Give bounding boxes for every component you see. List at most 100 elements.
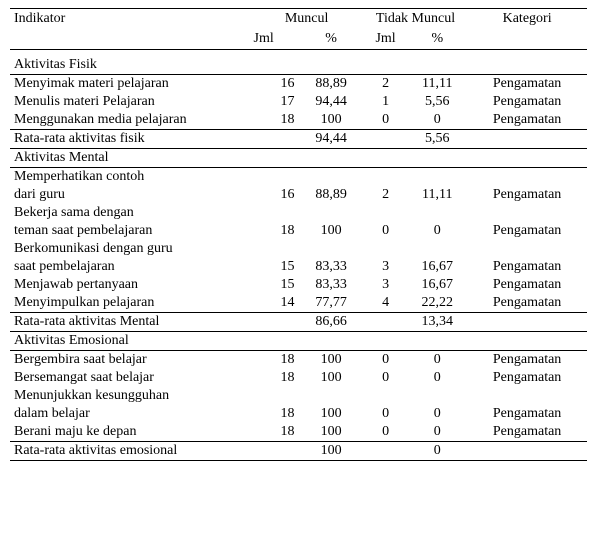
- header-jml-1: Jml: [250, 29, 299, 50]
- row-pct-tidak: 0: [407, 111, 467, 130]
- table-row: Menunjukkan kesungguhan: [10, 387, 587, 405]
- row-jml-tidak: 3: [364, 258, 408, 276]
- row-jml-tidak: 2: [364, 186, 408, 204]
- row-kategori: Pengamatan: [467, 258, 587, 276]
- header-kategori: Kategori: [467, 9, 587, 30]
- row-jml-muncul: 17: [250, 93, 299, 111]
- row-kategori: Pengamatan: [467, 423, 587, 442]
- row-label: Berani maju ke depan: [10, 423, 250, 442]
- row-jml-muncul: 18: [250, 423, 299, 442]
- row-jml-tidak: 4: [364, 294, 408, 313]
- average-row: Rata-rata aktivitas fisik 94,44 5,56: [10, 129, 587, 148]
- section-title-label: Aktivitas Mental: [10, 148, 587, 167]
- table-row: Berani maju ke depan1810000Pengamatan: [10, 423, 587, 442]
- avg-pct-tidak: 5,56: [407, 129, 467, 148]
- row-jml-tidak: 0: [364, 111, 408, 130]
- row-pct-muncul: 83,33: [298, 276, 363, 294]
- average-row: Rata-rata aktivitas emosional1000: [10, 441, 587, 460]
- row-jml-muncul: 14: [250, 294, 299, 313]
- row-pct-tidak: 11,11: [407, 74, 467, 93]
- table-row: Menyimpulkan pelajaran1477,77422,22Penga…: [10, 294, 587, 313]
- section-title-label: Aktivitas Fisik: [10, 56, 587, 75]
- row-label: saat pembelajaran: [10, 258, 250, 276]
- row-jml-muncul: 18: [250, 369, 299, 387]
- table-row: Bergembira saat belajar1810000Pengamatan: [10, 350, 587, 369]
- table-row: Menggunakan media pelajaran1810000Pengam…: [10, 111, 587, 130]
- row-pct-muncul: 94,44: [298, 93, 363, 111]
- table-row: dari guru1688,89211,11Pengamatan: [10, 186, 587, 204]
- row-jml-tidak: 0: [364, 423, 408, 442]
- row-kategori: Pengamatan: [467, 276, 587, 294]
- row-pct-tidak: 16,67: [407, 258, 467, 276]
- row-pct-tidak: 0: [407, 350, 467, 369]
- row-label: Bekerja sama dengan: [10, 204, 250, 222]
- row-jml-muncul: 15: [250, 276, 299, 294]
- row-label: Bersemangat saat belajar: [10, 369, 250, 387]
- row-label: Menyimpulkan pelajaran: [10, 294, 250, 313]
- section-title-label: Aktivitas Emosional: [10, 331, 587, 350]
- row-pct-tidak: 5,56: [407, 93, 467, 111]
- row-kategori: Pengamatan: [467, 222, 587, 240]
- row-pct-tidak: 16,67: [407, 276, 467, 294]
- table-row: teman saat pembelajaran1810000Pengamatan: [10, 222, 587, 240]
- avg-pct-muncul: 94,44: [298, 129, 363, 148]
- avg-pct-tidak: 0: [407, 441, 467, 460]
- row-jml-muncul: 18: [250, 111, 299, 130]
- table-row: dalam belajar1810000Pengamatan: [10, 405, 587, 423]
- row-jml-tidak: 0: [364, 222, 408, 240]
- avg-label: Rata-rata aktivitas emosional: [10, 441, 250, 460]
- table-row: Memperhatikan contoh: [10, 167, 587, 186]
- header-row-2: Jml % Jml %: [10, 29, 587, 50]
- row-label: Menggunakan media pelajaran: [10, 111, 250, 130]
- row-jml-muncul: 18: [250, 405, 299, 423]
- row-pct-tidak: 22,22: [407, 294, 467, 313]
- row-pct-muncul: 88,89: [298, 186, 363, 204]
- row-pct-muncul: 100: [298, 369, 363, 387]
- data-table: Indikator Muncul Tidak Muncul Kategori J…: [10, 8, 587, 461]
- section-title: Aktivitas Emosional: [10, 331, 587, 350]
- row-jml-muncul: 16: [250, 186, 299, 204]
- row-kategori: Pengamatan: [467, 74, 587, 93]
- table-row: Menulis materi Pelajaran1794,4415,56Peng…: [10, 93, 587, 111]
- row-pct-muncul: 100: [298, 423, 363, 442]
- row-jml-muncul: 18: [250, 350, 299, 369]
- header-muncul: Muncul: [250, 9, 364, 30]
- header-pct-2: %: [407, 29, 467, 50]
- table-row: Bersemangat saat belajar1810000Pengamata…: [10, 369, 587, 387]
- row-kategori: Pengamatan: [467, 93, 587, 111]
- avg-pct-muncul: 86,66: [298, 312, 363, 331]
- row-pct-tidak: 0: [407, 423, 467, 442]
- row-jml-tidak: 0: [364, 405, 408, 423]
- row-pct-muncul: 83,33: [298, 258, 363, 276]
- header-row-1: Indikator Muncul Tidak Muncul Kategori: [10, 9, 587, 30]
- row-jml-tidak: 0: [364, 350, 408, 369]
- row-pct-muncul: 100: [298, 111, 363, 130]
- avg-pct-tidak: 13,34: [407, 312, 467, 331]
- row-jml-tidak: 2: [364, 74, 408, 93]
- row-label: teman saat pembelajaran: [10, 222, 250, 240]
- table-row: Bekerja sama dengan: [10, 204, 587, 222]
- row-kategori: Pengamatan: [467, 186, 587, 204]
- table-row: Menyimak materi pelajaran1688,89211,11Pe…: [10, 74, 587, 93]
- table-row: saat pembelajaran1583,33316,67Pengamatan: [10, 258, 587, 276]
- row-pct-tidak: 11,11: [407, 186, 467, 204]
- header-pct-1: %: [298, 29, 363, 50]
- row-pct-tidak: 0: [407, 369, 467, 387]
- table-row: Berkomunikasi dengan guru: [10, 240, 587, 258]
- row-label: Menjawab pertanyaan: [10, 276, 250, 294]
- row-jml-muncul: 15: [250, 258, 299, 276]
- row-label: Menunjukkan kesungguhan: [10, 387, 250, 405]
- avg-label: Rata-rata aktivitas fisik: [10, 129, 250, 148]
- row-kategori: Pengamatan: [467, 111, 587, 130]
- row-jml-tidak: 3: [364, 276, 408, 294]
- row-label: Berkomunikasi dengan guru: [10, 240, 250, 258]
- header-jml-2: Jml: [364, 29, 408, 50]
- row-label: dalam belajar: [10, 405, 250, 423]
- table-row: Menjawab pertanyaan1583,33316,67Pengamat…: [10, 276, 587, 294]
- row-pct-tidak: 0: [407, 222, 467, 240]
- row-label: Memperhatikan contoh: [10, 167, 250, 186]
- row-jml-tidak: 1: [364, 93, 408, 111]
- average-row: Rata-rata aktivitas Mental86,6613,34: [10, 312, 587, 331]
- row-jml-muncul: 16: [250, 74, 299, 93]
- row-kategori: Pengamatan: [467, 350, 587, 369]
